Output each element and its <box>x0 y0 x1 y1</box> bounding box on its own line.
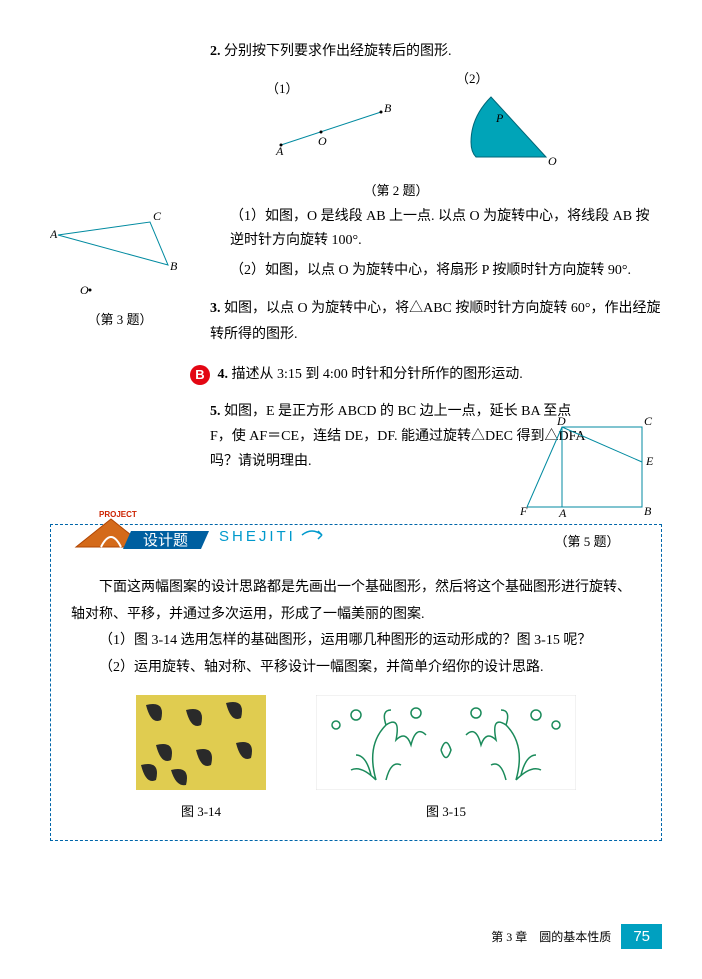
svg-text:设计题: 设计题 <box>143 532 188 549</box>
design-header: PROJECT 设计题 SHEJITI <box>71 507 330 551</box>
p4-text: 描述从 3:15 到 4:00 时针和分针所作的图形运动. <box>232 367 523 382</box>
p2-figure-row: （1） A O B （2） P O <box>170 68 662 172</box>
page-footer: 第 3 章 圆的基本性质 75 <box>491 924 662 949</box>
p3-row: 3. 如图，以点 O 为旋转中心，将△ABC 按顺时针方向旋转 60°，作出经旋… <box>210 296 662 346</box>
p2-sub2-label: （2） <box>456 68 566 87</box>
p2-caption: （第 2 题） <box>130 180 662 199</box>
fig-3-15 <box>316 695 576 790</box>
p3-text: 如图，以点 O 为旋转中心，将△ABC 按顺时针方向旋转 60°，作出经旋转所得… <box>210 301 661 341</box>
p2-figure-2: P O <box>456 87 566 167</box>
svg-text:B: B <box>170 259 178 273</box>
b-badge: B <box>190 365 210 385</box>
svg-text:A: A <box>558 506 567 517</box>
design-box: PROJECT 设计题 SHEJITI 下面这两幅图案的设计思路都是先画出一个基… <box>50 524 662 841</box>
p3-num: 3. <box>210 301 221 316</box>
p2-sub2: （2）如图，以点 O 为旋转中心，将扇形 P 按顺时针方向旋转 90°. <box>230 259 662 283</box>
p3-figure: A B C O <box>50 210 190 300</box>
p5-num: 5. <box>210 404 221 419</box>
fig-3-14 <box>136 695 266 790</box>
p4-num: 4. <box>218 367 229 382</box>
p2-figure-1: A O B <box>266 97 396 157</box>
design-header-logo: PROJECT 设计题 <box>71 507 211 551</box>
design-pinyin: SHEJITI <box>219 528 296 545</box>
p2-fig1-wrap: （1） A O B <box>266 78 396 162</box>
p2-sub1-label: （1） <box>266 78 396 97</box>
svg-text:C: C <box>644 417 653 428</box>
p5-figure: D C E B A F <box>512 417 662 517</box>
svg-text:D: D <box>556 417 566 428</box>
design-q2: （2）运用旋转、轴对称、平移设计一幅图案，并简单介绍你的设计思路. <box>99 655 641 682</box>
design-figures-row: 图 3-14 图 3-15 <box>71 695 641 820</box>
svg-text:A: A <box>275 144 284 157</box>
p2-sub1: （1）如图，O 是线段 AB 上一点. 以点 O 为旋转中心，将线段 AB 按逆… <box>230 205 662 253</box>
fig-3-15-caption: 图 3-15 <box>316 801 576 820</box>
svg-text:C: C <box>153 210 162 223</box>
problem-2-header: 2. 分别按下列要求作出经旋转后的图形. <box>210 40 662 60</box>
problem-5: 5. 如图，E 是正方形 ABCD 的 BC 边上一点，延长 BA 至点 F，使… <box>210 399 662 475</box>
svg-text:F: F <box>519 504 528 517</box>
footer-page-number: 75 <box>621 924 662 949</box>
footer-chapter: 第 3 章 圆的基本性质 <box>491 928 611 945</box>
svg-text:P: P <box>495 111 504 125</box>
p2-text: 分别按下列要求作出经旋转后的图形. <box>224 44 452 59</box>
svg-text:PROJECT: PROJECT <box>99 510 137 519</box>
svg-text:B: B <box>384 101 392 115</box>
svg-text:O: O <box>548 154 557 167</box>
fig-3-14-caption: 图 3-14 <box>136 801 266 820</box>
p3-caption: （第 3 题） <box>50 309 190 328</box>
design-q1: （1）图 3-14 选用怎样的基础图形，运用哪几种图形的运动形成的？图 3-15… <box>99 628 641 655</box>
problem-4: B 4. 描述从 3:15 到 4:00 时针和分针所作的图形运动. <box>190 363 662 385</box>
svg-text:A: A <box>50 227 58 241</box>
svg-text:O: O <box>80 283 89 297</box>
design-para1: 下面这两幅图案的设计思路都是先画出一个基础图形，然后将这个基础图形进行旋转、轴对… <box>71 575 641 628</box>
p2-fig2-wrap: （2） P O <box>456 68 566 172</box>
design-arrow-icon <box>300 525 330 545</box>
svg-text:O: O <box>318 134 327 148</box>
p3-left-figure: A B C O （第 3 题） <box>50 210 190 328</box>
design-fig-14: 图 3-14 <box>136 695 266 820</box>
svg-text:E: E <box>645 454 654 468</box>
svg-text:B: B <box>644 504 652 517</box>
design-fig-15: 图 3-15 <box>316 695 576 820</box>
p2-num: 2. <box>210 44 221 59</box>
